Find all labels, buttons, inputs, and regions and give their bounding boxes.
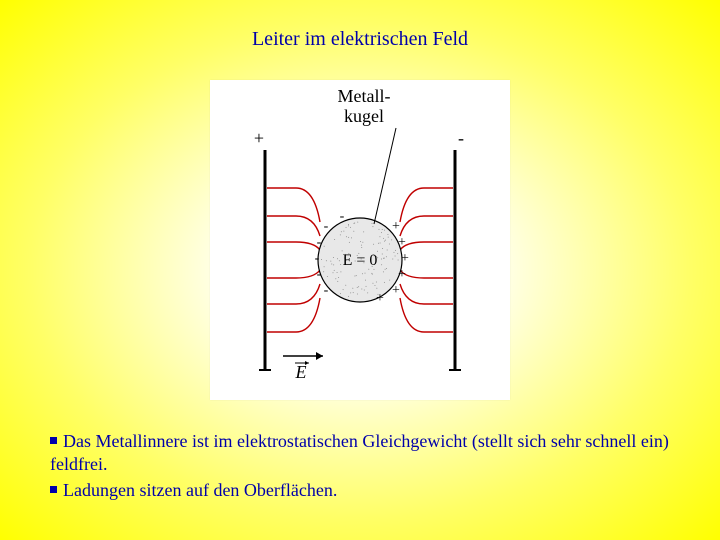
svg-text:+: + bbox=[392, 219, 400, 234]
bullet-1: Das Metallinnere ist im elektrostatische… bbox=[50, 430, 670, 477]
svg-text:kugel: kugel bbox=[344, 106, 384, 126]
bullet-icon bbox=[50, 437, 57, 444]
svg-text:-: - bbox=[315, 251, 320, 266]
bullet-list: Das Metallinnere ist im elektrostatische… bbox=[50, 430, 670, 504]
svg-text:+: + bbox=[401, 251, 409, 266]
field-diagram: +-E = 0------++++++Metall-kugelE bbox=[210, 80, 510, 400]
svg-text:+: + bbox=[392, 283, 400, 298]
bullet-1-text: Das Metallinnere ist im elektrostatische… bbox=[50, 431, 669, 474]
svg-text:-: - bbox=[317, 235, 322, 250]
bullet-2-text: Ladungen sitzen auf den Oberflächen. bbox=[63, 480, 337, 500]
svg-text:-: - bbox=[340, 209, 345, 224]
svg-text:-: - bbox=[458, 128, 464, 148]
svg-text:-: - bbox=[317, 267, 322, 282]
page-title: Leiter im elektrischen Feld bbox=[0, 28, 720, 51]
svg-text:Metall-: Metall- bbox=[338, 86, 391, 106]
svg-text:+: + bbox=[376, 291, 384, 306]
svg-text:-: - bbox=[324, 219, 329, 234]
svg-text:+: + bbox=[398, 267, 406, 282]
svg-text:E: E bbox=[295, 362, 307, 382]
svg-text:E = 0: E = 0 bbox=[343, 252, 378, 269]
bullet-icon bbox=[50, 486, 57, 493]
bullet-2: Ladungen sitzen auf den Oberflächen. bbox=[50, 479, 670, 502]
svg-text:+: + bbox=[398, 235, 406, 250]
svg-text:+: + bbox=[254, 128, 264, 148]
diagram-container: +-E = 0------++++++Metall-kugelE bbox=[210, 80, 510, 400]
svg-text:-: - bbox=[324, 283, 329, 298]
